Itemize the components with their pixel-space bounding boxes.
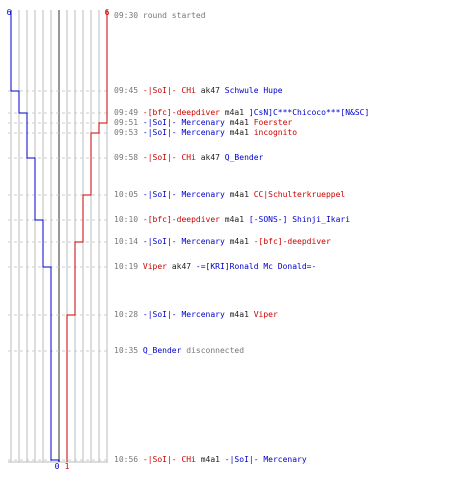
red-end-count: 1 <box>65 462 70 471</box>
event-row: 09:58 -|SoI|- CHi ak47 Q_Bender <box>114 153 263 163</box>
event-row: 09:51 -|SoI|- Mercenary m4a1 Foerster <box>114 118 292 128</box>
player-name: -|SoI|- Mercenary <box>142 190 225 199</box>
player-name: Schwule Hupe <box>224 86 283 95</box>
event-row: 10:19 Viper ak47 -=[KRI]Ronald Mc Donald… <box>114 262 316 272</box>
event-message: round started <box>142 11 206 20</box>
event-time: 09:45 <box>114 86 143 95</box>
event-time: 10:56 <box>114 455 143 464</box>
weapon-name: ak47 <box>195 86 225 95</box>
player-name: Foerster <box>253 118 293 127</box>
event-time: 09:49 <box>114 108 143 117</box>
event-time: 10:14 <box>114 237 143 246</box>
event-time: 10:28 <box>114 310 143 319</box>
weapon-name: m4a1 <box>224 237 254 246</box>
event-row: 10:14 -|SoI|- Mercenary m4a1 -[bfc]-deep… <box>114 237 331 247</box>
weapon-name: ak47 <box>195 153 225 162</box>
event-time: 09:51 <box>114 118 143 127</box>
weapon-name: ak47 <box>167 262 196 271</box>
player-name: Viper <box>253 310 278 319</box>
player-name: CC|Schulterkrueppel <box>253 190 346 199</box>
player-name: -|SoI|- Mercenary <box>142 237 225 246</box>
player-name: Q_Bender <box>224 153 264 162</box>
event-time: 10:35 <box>114 346 143 355</box>
blue-end-count: 0 <box>55 462 60 471</box>
event-row: 09:53 -|SoI|- Mercenary m4a1 incognito <box>114 128 297 138</box>
weapon-name: m4a1 <box>224 128 254 137</box>
weapon-name: m4a1 <box>219 215 249 224</box>
weapon-name: m4a1 <box>224 310 254 319</box>
event-row: 09:49 -[bfc]-deepdiver m4a1 ]CsN]C***Chi… <box>114 108 369 118</box>
weapon-name: m4a1 <box>224 118 254 127</box>
red-start-count: 6 <box>105 8 110 17</box>
player-name: -|SoI|- Mercenary <box>142 310 225 319</box>
red-team-alive-line <box>66 10 108 462</box>
event-row: 09:45 -|SoI|- CHi ak47 Schwule Hupe <box>114 86 283 96</box>
player-name: -=[KRI]Ronald Mc Donald=- <box>195 262 317 271</box>
event-time: 09:30 <box>114 11 143 20</box>
player-name: -|SoI|- Mercenary <box>224 455 307 464</box>
player-name: Q_Bender <box>142 346 182 355</box>
blue-team-alive-line <box>10 10 60 462</box>
player-name: -|SoI|- CHi <box>142 455 196 464</box>
event-time: 09:58 <box>114 153 143 162</box>
player-name: -[bfc]-deepdiver <box>142 108 220 117</box>
player-name: -[bfc]-deepdiver <box>253 237 331 246</box>
weapon-name: m4a1 <box>195 455 225 464</box>
player-name: -|SoI|- Mercenary <box>142 128 225 137</box>
event-time: 09:53 <box>114 128 143 137</box>
event-row: 10:35 Q_Bender disconnected <box>114 346 244 356</box>
player-name: incognito <box>253 128 298 137</box>
event-row: 10:56 -|SoI|- CHi m4a1 -|SoI|- Mercenary <box>114 455 307 465</box>
player-name: -|SoI|- Mercenary <box>142 118 225 127</box>
event-time: 10:19 <box>114 262 143 271</box>
event-row: 10:10 -[bfc]-deepdiver m4a1 [-SONS-] Shi… <box>114 215 350 225</box>
event-row: 10:28 -|SoI|- Mercenary m4a1 Viper <box>114 310 278 320</box>
player-name: Viper <box>142 262 167 271</box>
player-name: -[bfc]-deepdiver <box>142 215 220 224</box>
event-row: 09:30 round started <box>114 11 206 21</box>
event-message: disconnected <box>181 346 245 355</box>
event-time: 10:05 <box>114 190 143 199</box>
event-time: 10:10 <box>114 215 143 224</box>
blue-start-count: 6 <box>7 8 12 17</box>
event-row: 10:05 -|SoI|- Mercenary m4a1 CC|Schulter… <box>114 190 345 200</box>
player-name: [-SONS-] Shinji_Ikari <box>248 215 351 224</box>
weapon-name: m4a1 <box>224 190 254 199</box>
player-name: -|SoI|- CHi <box>142 86 196 95</box>
weapon-name: m4a1 <box>219 108 249 117</box>
player-name: -|SoI|- CHi <box>142 153 196 162</box>
player-name: ]CsN]C***Chicoco***[N&SC] <box>248 108 370 117</box>
